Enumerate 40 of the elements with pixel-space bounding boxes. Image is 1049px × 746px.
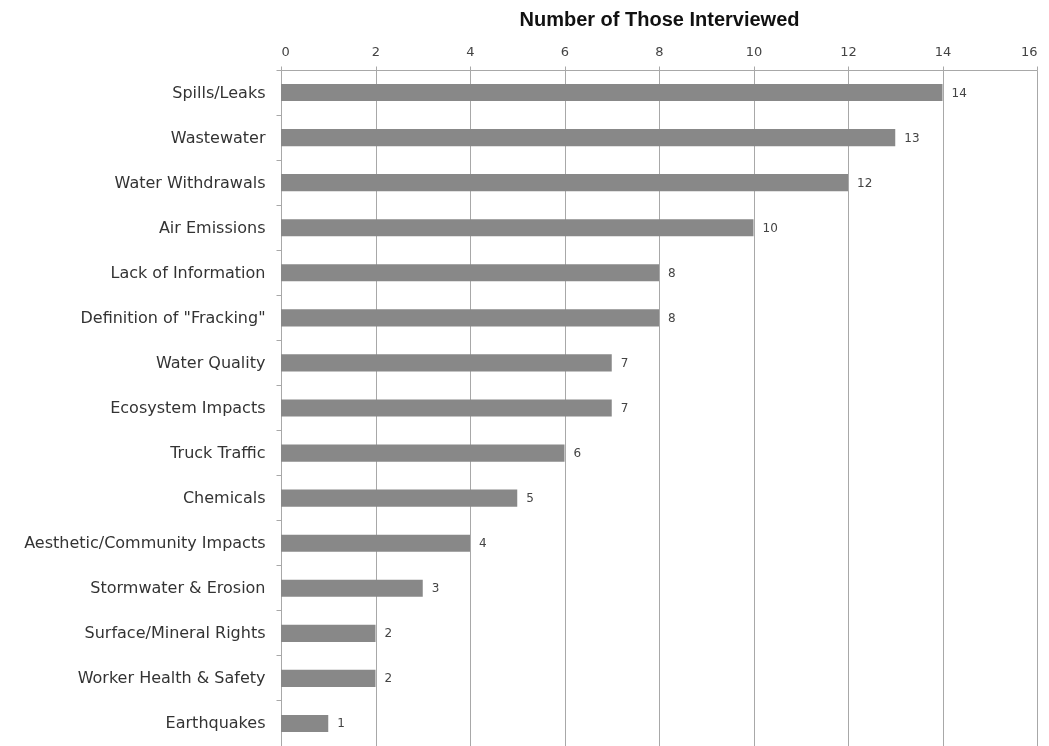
y-tick-label: Ecosystem Impacts: [110, 398, 266, 417]
y-tick-label: Definition of "Fracking": [80, 307, 266, 327]
y-tick-label: Chemicals: [182, 488, 266, 508]
y-tick-label: Lack of Information: [110, 262, 266, 282]
y-tick-label: Earthquakes: [165, 713, 266, 733]
data-label: 6: [573, 446, 582, 461]
x-tick-label: 10: [745, 43, 763, 59]
data-label: 5: [526, 491, 534, 506]
data-label: 3: [431, 581, 440, 596]
data-label: 14: [951, 85, 967, 100]
data-label: 1: [337, 716, 345, 731]
data-label: 12: [857, 175, 873, 190]
y-tick-label: Aesthetic/Community Impacts: [24, 533, 266, 553]
x-tick-label: 16: [1020, 43, 1038, 59]
y-tick-label: Surface/Mineral Rights: [84, 623, 266, 643]
x-tick-label: 0: [281, 43, 290, 59]
x-tick-label: 4: [466, 43, 475, 59]
x-tick-label: 8: [655, 43, 664, 59]
y-tick-label: Spills/Leaks: [172, 82, 266, 102]
x-tick-label: 2: [371, 43, 381, 59]
data-label: 2: [384, 671, 393, 686]
x-tick-label: 6: [560, 43, 570, 59]
y-tick-label: Stormwater & Erosion: [90, 578, 266, 598]
data-label: 13: [904, 130, 920, 145]
data-label: 2: [384, 626, 393, 641]
data-label: 7: [620, 355, 629, 370]
y-tick-label: Worker Health & Safety: [77, 668, 266, 688]
y-tick-label: Air Emissions: [158, 217, 266, 237]
y-tick-label: Wastewater: [170, 127, 266, 147]
x-axis-title: Number of Those Interviewed: [519, 7, 800, 30]
y-tick-label: Water Quality: [155, 352, 266, 372]
x-tick-label: 12: [840, 43, 857, 59]
data-label: 4: [479, 536, 487, 551]
x-tick-label: 14: [934, 43, 952, 59]
data-label: 8: [668, 265, 676, 280]
y-tick-label: Truck Traffic: [169, 443, 266, 463]
data-label: 7: [620, 401, 629, 415]
y-tick-label: Water Withdrawals: [114, 172, 266, 192]
data-label: 8: [668, 310, 676, 325]
data-label: 10: [762, 220, 778, 235]
